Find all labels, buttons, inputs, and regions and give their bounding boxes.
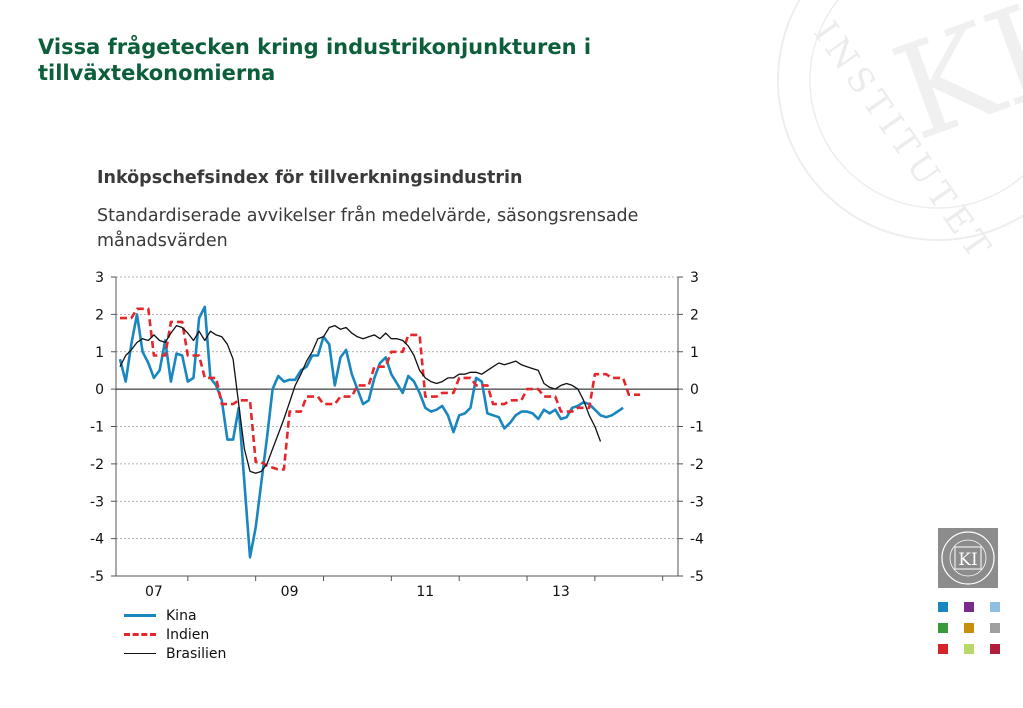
square-gray [990,623,1000,633]
xtick-label: 09 [281,584,299,600]
square-orange [964,623,974,633]
ytick-right-label: 1 [690,345,699,361]
xtick-label: 07 [145,584,163,600]
square-purple [964,602,974,612]
legend: Kina Indien Brasilien [124,606,226,663]
slide-title: Vissa frågetecken kring industrikonjunkt… [38,35,592,85]
ytick-right-label: 0 [690,382,699,398]
series-lines [118,305,641,559]
square-blue [938,602,948,612]
ytick-right-label: 2 [690,307,699,323]
ytick-left-label: -4 [90,532,104,548]
ki-watermark: KI INSTITUTET [777,0,1023,270]
ytick-right-label: -1 [690,420,704,436]
ki-seal-monogram: KI [958,550,977,570]
legend-label-indien: Indien [166,626,210,643]
square-red [938,644,948,654]
ytick-left-label: 2 [95,307,104,323]
legend-swatch-brasilien [124,653,156,654]
ytick-left-label: 3 [95,270,104,286]
ytick-left-label: -3 [90,494,104,510]
ytick-left-label: -1 [90,420,104,436]
ytick-right-label: -3 [690,494,704,510]
legend-item-kina: Kina [124,606,226,625]
square-lightblue [990,602,1000,612]
ytick-left-label: 0 [95,382,104,398]
axes [111,276,683,581]
chart-subtitle: Standardiserade avvikelser från medelvär… [97,206,639,251]
ytick-left-label: 1 [95,345,104,361]
tick-labels: 3 32 21 10 0-1 -1-2 -2-3 -3-4 -4-5 -507 09 11 13 [90,270,704,600]
legend-item-brasilien: Brasilien [124,644,226,663]
xtick-label: 13 [552,584,570,600]
ytick-right-label: -4 [690,532,704,548]
series-line-kina [118,305,624,559]
square-crimson [990,644,1000,654]
ki-logo: KI [938,528,998,588]
legend-label-kina: Kina [166,607,197,624]
legend-swatch-kina [124,614,156,617]
legend-label-brasilien: Brasilien [166,645,227,662]
xtick-label: 11 [416,584,434,600]
series-line-brasilien [119,324,602,474]
legend-swatch-indien [124,633,156,636]
series-line-indien [120,307,641,471]
ytick-left-label: -5 [90,569,104,585]
ytick-right-label: -2 [690,457,704,473]
square-green [938,623,948,633]
square-lime [964,644,974,654]
ytick-right-label: 3 [690,270,699,286]
chart-title: Inköpschefsindex för tillverkningsindust… [97,168,523,188]
grid-lines [116,276,678,577]
ytick-right-label: -5 [690,569,704,585]
ytick-left-label: -2 [90,457,104,473]
legend-item-indien: Indien [124,625,226,644]
ki-seal-icon: KI [941,531,995,585]
